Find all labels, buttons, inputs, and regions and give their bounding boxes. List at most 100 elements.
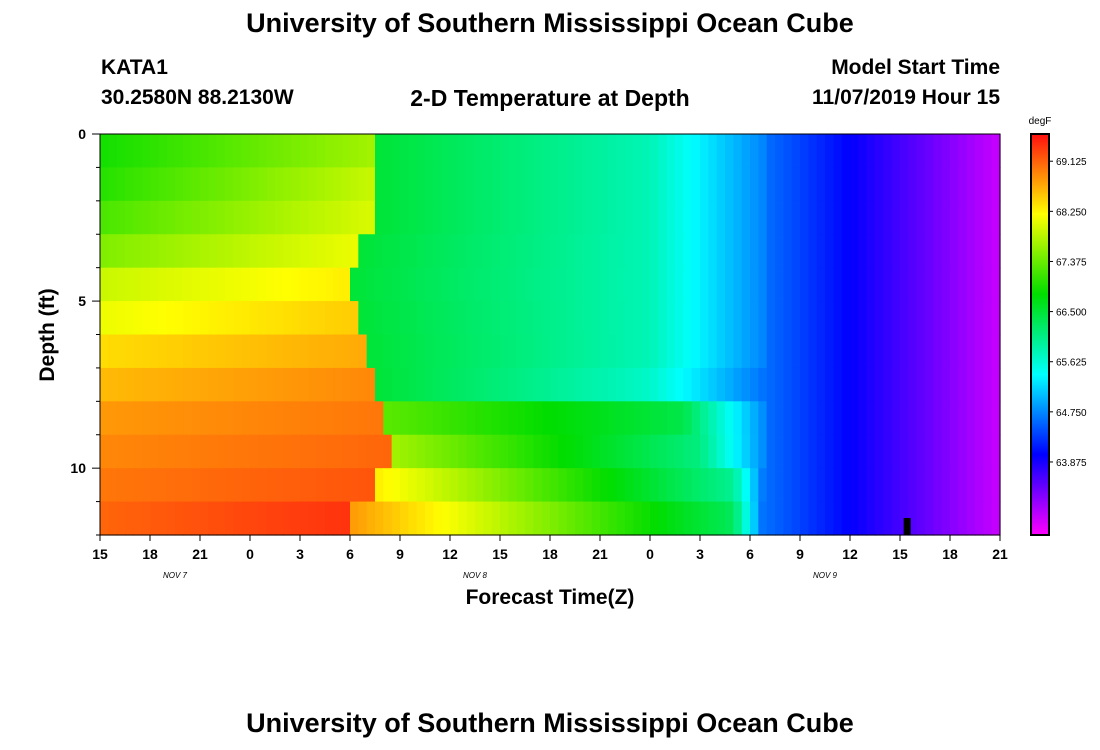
heatmap-cell: [966, 334, 976, 369]
heatmap-cell: [750, 267, 759, 302]
heatmap-cell: [225, 501, 234, 536]
heatmap-cell: [125, 200, 134, 235]
heatmap-cell: [841, 434, 851, 469]
heatmap-cell: [875, 367, 884, 402]
heatmap-cell: [600, 434, 609, 469]
heatmap-cell: [466, 334, 476, 369]
heatmap-cell: [825, 401, 834, 436]
heatmap-cell: [700, 334, 709, 369]
heatmap-cell: [883, 134, 893, 169]
heatmap-cell: [316, 200, 326, 235]
heatmap-cell: [466, 167, 476, 202]
heatmap-cell: [575, 167, 584, 202]
heatmap-cell: [483, 334, 493, 369]
heatmap-cell: [375, 234, 384, 269]
heatmap-cell: [225, 234, 234, 269]
heatmap-cell: [925, 234, 934, 269]
heatmap-cell: [525, 200, 534, 235]
heatmap-cell: [675, 334, 684, 369]
heatmap-cell: [450, 401, 459, 436]
heatmap-cell: [341, 334, 351, 369]
heatmap-cell: [583, 501, 593, 536]
heatmap-cell: [391, 501, 401, 536]
heatmap-cell: [683, 501, 693, 536]
heatmap-cell: [766, 367, 776, 402]
heatmap-cell: [991, 301, 1001, 336]
heatmap-cell: [525, 401, 534, 436]
heatmap-cell: [658, 367, 668, 402]
heatmap-cell: [158, 267, 168, 302]
heatmap-cell: [408, 134, 418, 169]
heatmap-cell: [300, 234, 309, 269]
heatmap-cell: [725, 468, 734, 503]
heatmap-cell: [733, 301, 743, 336]
heatmap-cell: [583, 267, 593, 302]
heatmap-cell: [791, 401, 801, 436]
heatmap-cell: [258, 234, 268, 269]
heatmap-cell: [458, 167, 468, 202]
heatmap-cell: [791, 301, 801, 336]
heatmap-cell: [325, 434, 334, 469]
heatmap-cell: [550, 401, 559, 436]
heatmap-cell: [816, 167, 826, 202]
heatmap-cell: [291, 434, 301, 469]
heatmap-cell: [991, 367, 1001, 402]
heatmap-cell: [533, 267, 543, 302]
heatmap-cell: [308, 468, 318, 503]
heatmap-cell: [950, 200, 959, 235]
heatmap-cell: [766, 401, 776, 436]
heatmap-cell: [383, 267, 393, 302]
heatmap-cell: [825, 468, 834, 503]
footer-title: University of Southern Mississippi Ocean…: [246, 708, 854, 738]
heatmap-cell: [941, 501, 951, 536]
heatmap-cell: [358, 401, 368, 436]
heatmap-cell: [775, 200, 784, 235]
heatmap-cell: [158, 167, 168, 202]
heatmap-cell: [141, 134, 151, 169]
heatmap-cell: [166, 367, 176, 402]
heatmap-cell: [300, 134, 309, 169]
heatmap-cell: [441, 167, 451, 202]
heatmap-cell: [666, 267, 676, 302]
heatmap-cell: [366, 468, 376, 503]
heatmap-cell: [483, 267, 493, 302]
heatmap-cell: [350, 301, 359, 336]
heatmap-cell: [458, 434, 468, 469]
heatmap-cell: [858, 301, 868, 336]
heatmap-cell: [958, 267, 968, 302]
heatmap-cell: [400, 301, 409, 336]
heatmap-cell: [716, 334, 726, 369]
heatmap-cell: [191, 501, 201, 536]
heatmap-cell: [833, 301, 843, 336]
heatmap-cell: [975, 134, 984, 169]
heatmap-cell: [508, 134, 518, 169]
heatmap-cell: [225, 334, 234, 369]
heatmap-cell: [875, 401, 884, 436]
heatmap-cell: [100, 301, 109, 336]
heatmap-cell: [125, 267, 134, 302]
heatmap-cell: [100, 200, 109, 235]
heatmap-cell: [350, 434, 359, 469]
heatmap-cell: [858, 267, 868, 302]
heatmap-cell: [391, 401, 401, 436]
heatmap-cell: [266, 501, 276, 536]
heatmap-cell: [383, 401, 393, 436]
heatmap-cell: [916, 401, 926, 436]
heatmap-cell: [508, 367, 518, 402]
heatmap-cell: [225, 468, 234, 503]
heatmap-cell: [991, 434, 1001, 469]
heatmap-cell: [933, 267, 943, 302]
heatmap-cell: [825, 367, 834, 402]
heatmap-cell: [691, 367, 701, 402]
heatmap-cell: [708, 367, 718, 402]
x-tick-label: 21: [192, 546, 208, 562]
heatmap-cell: [933, 334, 943, 369]
heatmap-cell: [558, 200, 568, 235]
colorbar-tick-label: 68.250: [1056, 207, 1087, 218]
heatmap-cell: [191, 301, 201, 336]
heatmap-cell: [266, 234, 276, 269]
heatmap-cell: [508, 334, 518, 369]
heatmap-cell: [350, 501, 359, 536]
heatmap-cell: [800, 267, 809, 302]
heatmap-cell: [125, 468, 134, 503]
